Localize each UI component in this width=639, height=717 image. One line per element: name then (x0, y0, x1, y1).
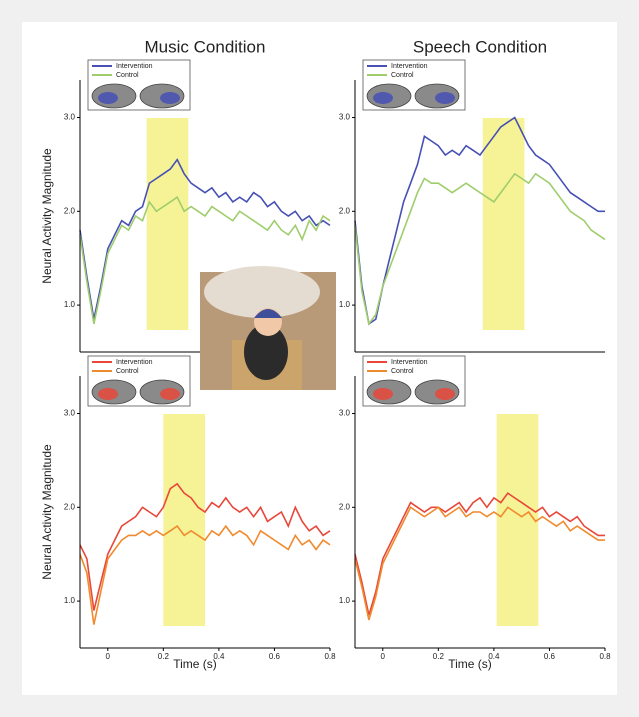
y-tick-label: 2.0 (339, 206, 351, 215)
y-tick-label: 2.0 (339, 502, 351, 511)
brain-region (98, 92, 118, 104)
y-axis-label: Neural Activity Magnitude (40, 148, 54, 284)
legend-label: Intervention (116, 63, 153, 70)
series-line (354, 172, 606, 326)
highlight-window (163, 414, 205, 626)
legend-label: Control (116, 368, 139, 375)
panel-title: Speech Condition (413, 37, 547, 56)
legend-label: Intervention (116, 359, 153, 366)
x-tick-label: 0.6 (269, 652, 281, 661)
x-tick-label: 0.8 (599, 652, 611, 661)
legend: Intervention Control (362, 355, 466, 407)
x-tick-label: 0.4 (488, 652, 500, 661)
legend-label: Control (391, 368, 414, 375)
legend-label: Control (116, 72, 139, 79)
y-tick-label: 2.0 (64, 502, 76, 511)
legend-label: Intervention (391, 63, 428, 70)
panel: 1.0 2.0 3.0 0 0.2 0.4 0.6 0.8 Time (s) Interventi… (339, 355, 611, 671)
x-tick-label: 0.6 (544, 652, 556, 661)
highlight-window (482, 118, 525, 330)
x-tick-label: 0 (381, 652, 386, 661)
brain-region (435, 388, 455, 400)
highlight-window (146, 118, 189, 330)
x-axis-label: Time (s) (173, 657, 217, 671)
y-axis-label: Neural Activity Magnitude (40, 444, 54, 580)
x-tick-label: 0 (106, 652, 111, 661)
series-line (79, 158, 331, 320)
series-line (354, 506, 605, 621)
x-tick-label: 0.8 (324, 652, 336, 661)
inset-photo (200, 266, 336, 390)
series-line (354, 116, 605, 326)
series-line (79, 482, 331, 611)
brain-region (435, 92, 455, 104)
legend-label: Control (391, 72, 414, 79)
x-tick-label: 0.2 (158, 652, 170, 661)
brain-region (160, 92, 180, 104)
legend-label: Intervention (391, 359, 428, 366)
brain-region (373, 388, 393, 400)
brain-region (373, 92, 393, 104)
x-tick-label: 0.2 (433, 652, 445, 661)
panel: 1.0 2.0 3.0 0 0.2 0.4 0.6 0.8 Neural Activity Ma… (40, 355, 336, 671)
y-tick-label: 1.0 (339, 596, 351, 605)
y-tick-label: 3.0 (339, 409, 351, 418)
series-line (354, 492, 605, 616)
photo-scanner (204, 266, 320, 318)
x-axis-label: Time (s) (448, 657, 492, 671)
photo-cap (254, 309, 282, 318)
highlight-window (496, 414, 539, 626)
legend: Intervention Control (87, 355, 191, 407)
y-tick-label: 3.0 (64, 113, 76, 122)
y-tick-label: 1.0 (64, 300, 76, 309)
panel: 1.0 2.0 3.0 Speech Condition Intervention Con… (339, 37, 606, 353)
y-tick-label: 2.0 (64, 206, 76, 215)
y-tick-label: 1.0 (64, 596, 76, 605)
photo-body (244, 324, 288, 380)
panel-title: Music Condition (145, 37, 266, 56)
legend: Intervention Control (87, 59, 191, 111)
series-line (79, 196, 331, 325)
brain-region (98, 388, 118, 400)
series-line (79, 524, 331, 625)
y-tick-label: 1.0 (339, 300, 351, 309)
legend: Intervention Control (362, 59, 466, 111)
x-tick-label: 0.4 (213, 652, 225, 661)
brain-region (160, 388, 180, 400)
y-tick-label: 3.0 (339, 113, 351, 122)
y-tick-label: 3.0 (64, 409, 76, 418)
